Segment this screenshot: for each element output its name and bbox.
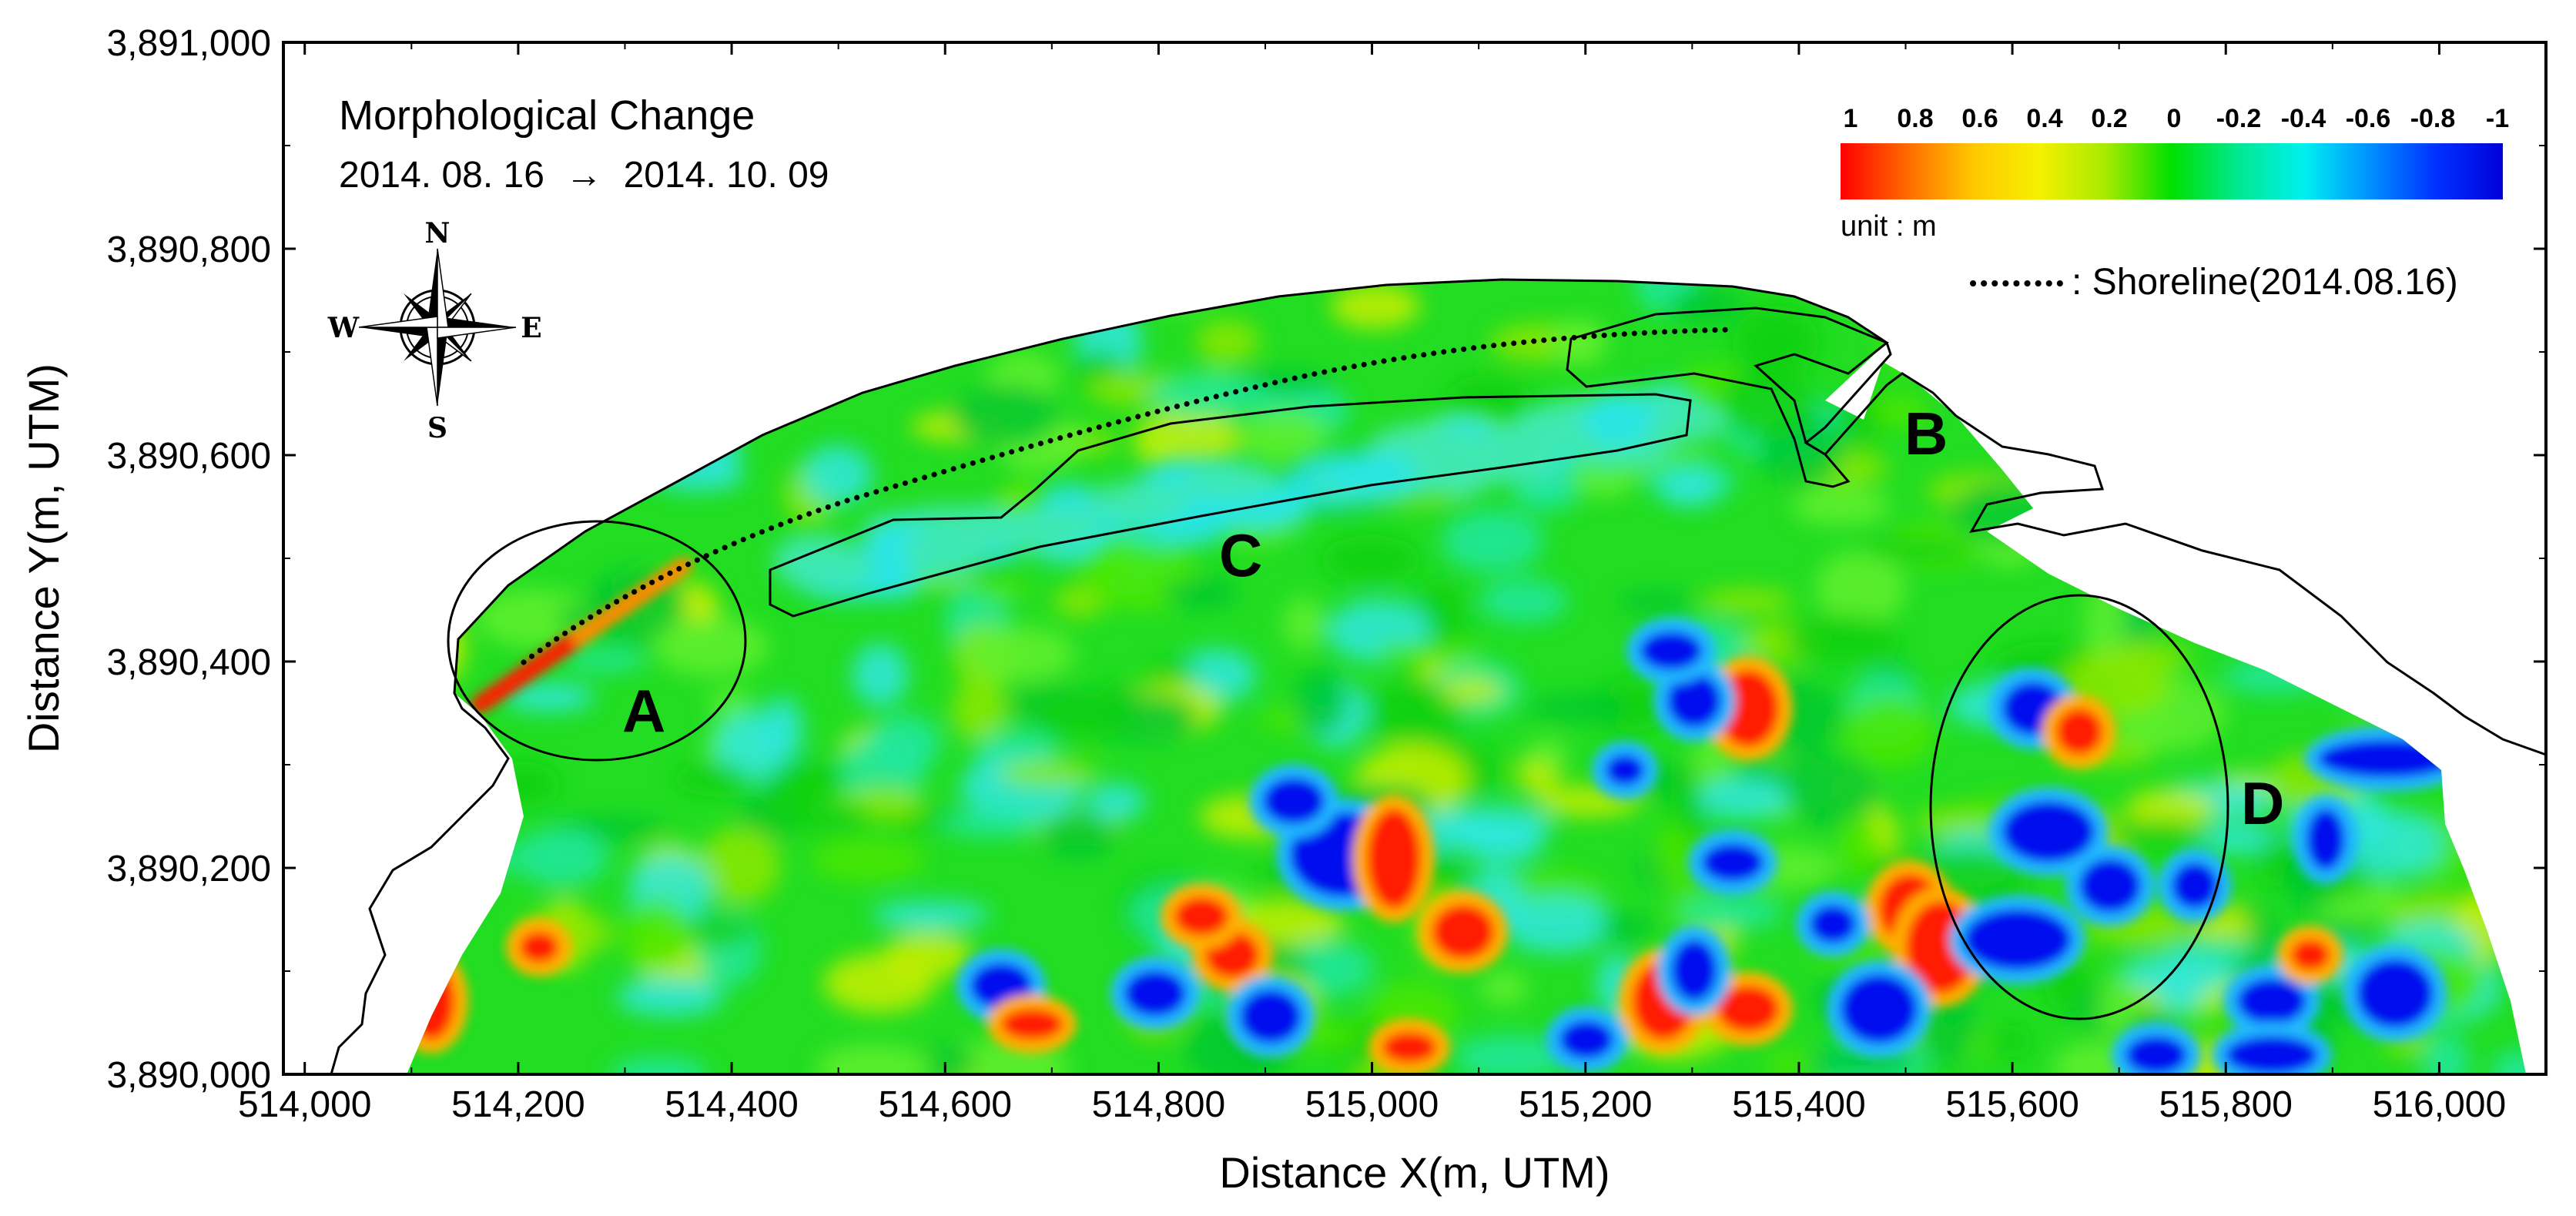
- colorbar-tick-label: -0.4: [2281, 104, 2326, 133]
- x-tick-label: 516,000: [2373, 1084, 2507, 1125]
- y-tick-label: 3,890,400: [106, 642, 271, 683]
- colorbar-tick-label: -0.8: [2410, 104, 2456, 133]
- y-axis: 3,890,000 3,890,200 3,890,400 3,890,600 3,89…: [106, 23, 2546, 1096]
- x-tick-label: 514,600: [878, 1084, 1012, 1125]
- region-label-c: C: [1219, 521, 1262, 589]
- colorbar-ticks: 1 0.8 0.6 0.4 0.2 0 -0.2 -0.4 -0.6 -0.8 -1: [1844, 104, 2510, 133]
- region-b-outline: [1566, 307, 1889, 488]
- x-tick-label: 515,200: [1519, 1084, 1653, 1125]
- x-tick-label: 515,600: [1945, 1084, 2079, 1125]
- compass-major-points: [358, 248, 517, 407]
- x-tick-label: 515,400: [1732, 1084, 1866, 1125]
- y-tick-label: 3,890,600: [106, 436, 271, 477]
- compass-w: W: [327, 312, 360, 344]
- x-tick-label: 515,000: [1305, 1084, 1439, 1125]
- x-tick-label: 514,400: [665, 1084, 799, 1125]
- y-tick-label: 3,890,200: [106, 849, 271, 889]
- y-axis-title: Distance Y(m, UTM): [19, 363, 68, 753]
- x-tick-label: 514,800: [1092, 1084, 1226, 1125]
- region-label-b: B: [1904, 400, 1948, 467]
- x-axis: 514,000 514,200 514,400 514,600 514,800 515,0…: [238, 42, 2506, 1125]
- shoreline-legend: : Shoreline(2014.08.16): [1970, 262, 2458, 303]
- colorbar-strip: [1841, 143, 2503, 199]
- colorbar-tick-label: 0.2: [2091, 104, 2127, 133]
- y-tick-label: 3,890,000: [106, 1055, 271, 1096]
- map-title: Morphological Change: [339, 92, 755, 139]
- colorbar-tick-label: -0.2: [2216, 104, 2262, 133]
- y-tick-label: 3,891,000: [106, 23, 271, 64]
- date-range: 2014. 08. 16 → 2014. 10. 09: [339, 155, 829, 196]
- colorbar: 1 0.8 0.6 0.4 0.2 0 -0.2 -0.4 -0.6 -0.8 -1 unit : …: [1841, 104, 2509, 243]
- region-label-a: A: [622, 677, 665, 745]
- colorbar-tick-label: 0.6: [1961, 104, 1998, 133]
- compass-n: N: [425, 217, 451, 250]
- colorbar-tick-label: 0: [2167, 104, 2182, 133]
- compass-rose-icon: N S E W: [327, 217, 542, 444]
- colorbar-unit: unit : m: [1841, 210, 1937, 243]
- region-label-d: D: [2241, 769, 2284, 837]
- colorbar-tick-label: -0.6: [2346, 104, 2391, 133]
- colorbar-tick-label: 1: [1844, 104, 1858, 133]
- y-tick-label: 3,890,800: [106, 229, 271, 270]
- colorbar-tick-label: -1: [2486, 104, 2509, 133]
- shoreline-legend-label: : Shoreline(2014.08.16): [2072, 262, 2458, 303]
- region-d-ellipse: [1929, 594, 2229, 1020]
- colorbar-tick-label: 0.4: [2026, 104, 2062, 133]
- x-tick-label: 514,200: [451, 1084, 585, 1125]
- compass-e: E: [521, 312, 541, 344]
- shoreline-2014-08-16: [521, 327, 1736, 665]
- x-tick-label: 515,800: [2159, 1084, 2293, 1125]
- region-a-ellipse: [447, 520, 747, 762]
- compass-s: S: [427, 412, 447, 444]
- coastline-outline: [330, 278, 2547, 1075]
- colorbar-tick-label: 0.8: [1897, 104, 1933, 133]
- x-tick-label: 514,000: [238, 1084, 372, 1125]
- date-arrow: →: [565, 155, 602, 196]
- region-c-outline: [769, 393, 1692, 618]
- x-axis-title: Distance X(m, UTM): [1219, 1148, 1610, 1197]
- date-from: 2014. 08. 16: [339, 155, 544, 196]
- date-to: 2014. 10. 09: [624, 155, 829, 196]
